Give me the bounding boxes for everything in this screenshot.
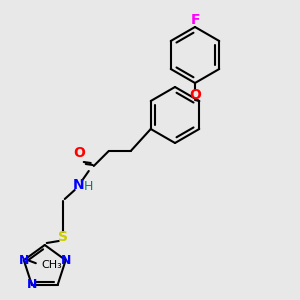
Text: S: S: [58, 230, 68, 244]
Text: N: N: [27, 278, 37, 291]
Text: O: O: [189, 88, 201, 102]
Text: F: F: [190, 13, 200, 27]
Text: N: N: [73, 178, 85, 192]
Text: O: O: [73, 146, 85, 160]
Text: N: N: [61, 254, 71, 267]
Text: N: N: [19, 254, 29, 267]
Text: CH₃: CH₃: [42, 260, 63, 270]
Text: H: H: [84, 181, 93, 194]
